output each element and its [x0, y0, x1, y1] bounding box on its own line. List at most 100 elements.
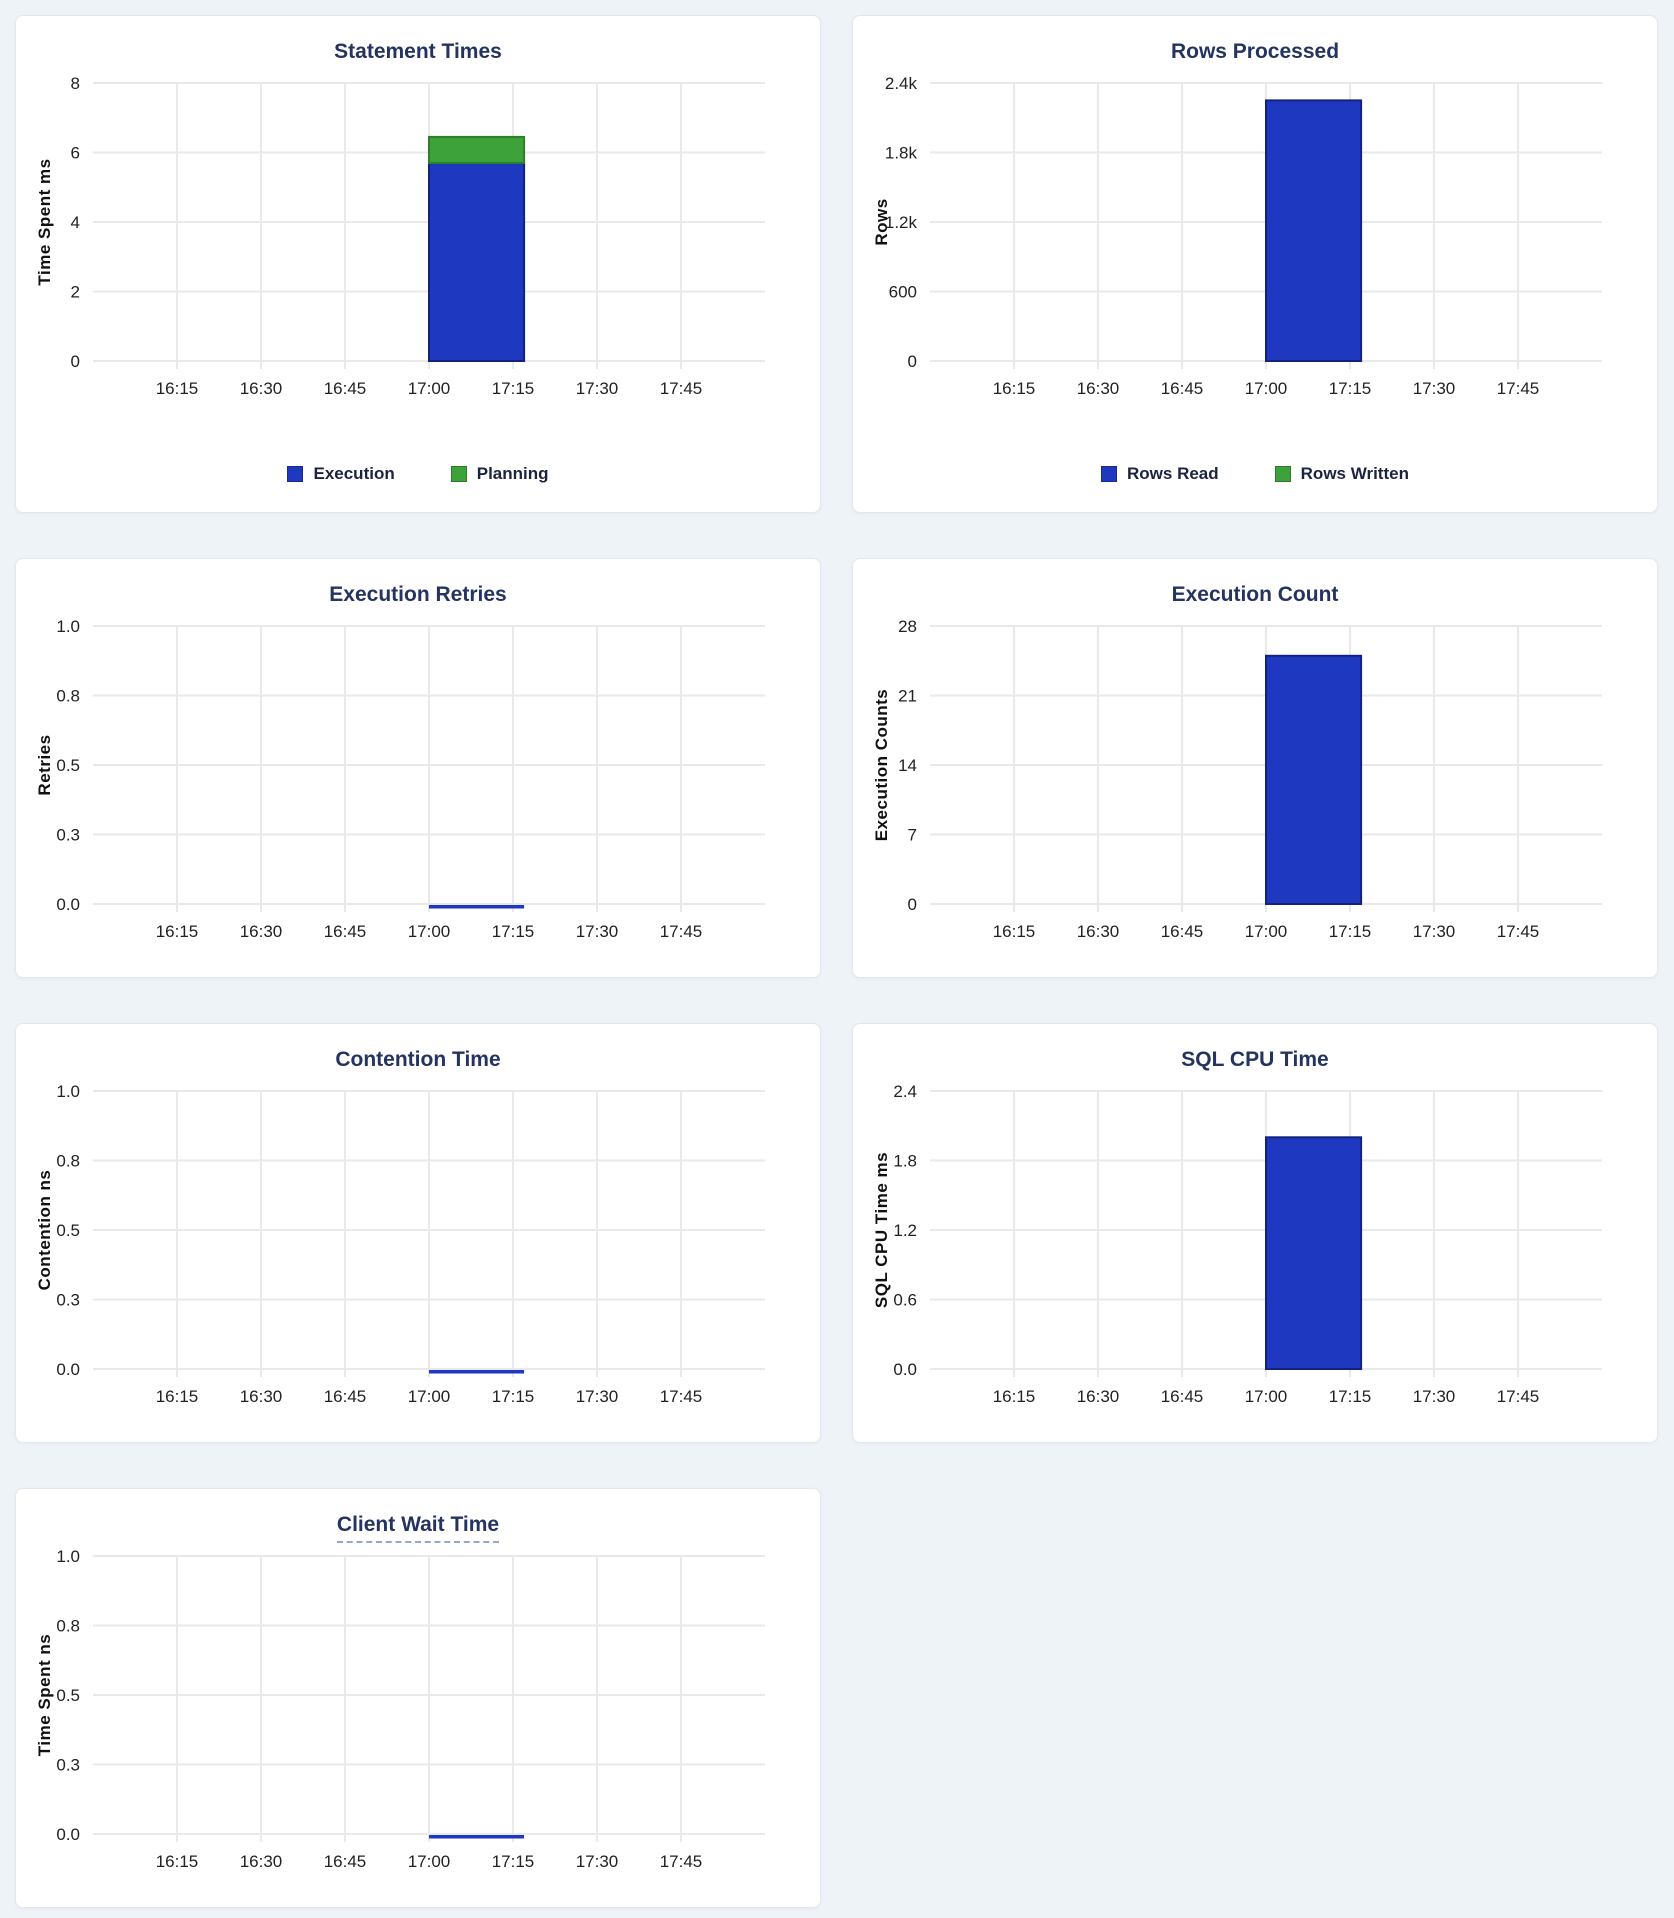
- x-tick-label: 17:30: [1413, 379, 1456, 398]
- x-tick-label: 17:30: [1413, 922, 1456, 941]
- zero-value-line-retries: [429, 905, 525, 909]
- chart-title-contention-time: Contention Time: [16, 1024, 820, 1078]
- x-tick-label: 16:30: [1077, 922, 1120, 941]
- bar-sql-cpu-time: [1265, 1136, 1363, 1370]
- y-tick-label: 1.0: [56, 617, 80, 636]
- x-tick-label: 16:45: [324, 379, 367, 398]
- x-tick-label: 17:00: [408, 1852, 451, 1871]
- client-wait-time-chart[interactable]: 16:15 16:30 16:45 17:00 17:15 17:30 17:45 0.0 0.…: [16, 1489, 822, 1889]
- zero-value-line-client-wait: [429, 1835, 525, 1839]
- x-tick-label: 17:30: [1413, 1387, 1456, 1406]
- y-tick-label: 0.8: [56, 687, 80, 706]
- rows-processed-chart[interactable]: 16:15 16:30 16:45 17:00 17:15 17:30 17:45 0 600 1…: [853, 16, 1659, 416]
- x-tick-label: 16:15: [993, 922, 1036, 941]
- y-tick-label: 0.3: [56, 1291, 80, 1310]
- x-tick-label: 17:00: [408, 1387, 451, 1406]
- x-tick-label: 17:45: [1497, 1387, 1540, 1406]
- y-tick-label: 21: [898, 687, 917, 706]
- chart-title-text: Rows Processed: [1170, 40, 1340, 63]
- x-tick-label: 16:45: [324, 1387, 367, 1406]
- y-tick-label: 2: [71, 283, 80, 302]
- x-tick-label: 17:15: [492, 379, 535, 398]
- y-tick-label: 2.4: [893, 1082, 917, 1101]
- chart-title-text-with-tooltip[interactable]: Client Wait Time: [336, 1513, 500, 1543]
- y-tick-label: 14: [898, 756, 917, 775]
- bar-execution: [428, 161, 526, 362]
- y-axis-label: Rows: [872, 198, 891, 245]
- x-tick-label: 17:30: [576, 922, 619, 941]
- y-tick-label: 0.0: [56, 1360, 80, 1379]
- x-tick-label: 16:15: [993, 1387, 1036, 1406]
- x-tick-label: 16:30: [240, 1387, 283, 1406]
- legend-item-rows-read: Rows Read: [1101, 464, 1219, 484]
- y-tick-label: 1.2k: [885, 213, 918, 232]
- legend-label: Rows Read: [1127, 464, 1219, 483]
- x-tick-label: 16:30: [1077, 379, 1120, 398]
- chart-card-execution-retries: Execution Retries 16:15 16:30 16:45 17:00 17…: [15, 558, 821, 978]
- y-tick-label: 0.0: [56, 895, 80, 914]
- y-tick-label: 28: [898, 617, 917, 636]
- bar-rows-read: [1265, 99, 1363, 363]
- sql-cpu-time-chart[interactable]: 16:15 16:30 16:45 17:00 17:15 17:30 17:45 0.0 0.…: [853, 1024, 1659, 1424]
- x-tick-label: 17:45: [1497, 379, 1540, 398]
- chart-title-execution-count: Execution Count: [853, 559, 1657, 613]
- chart-card-statement-times: Statement Times 16:15 16:30 16:45 17:00 17:1…: [15, 15, 821, 513]
- x-tick-label: 16:45: [324, 922, 367, 941]
- x-tick-label: 17:30: [576, 1852, 619, 1871]
- execution-swatch-icon: [287, 466, 304, 482]
- x-tick-label: 17:00: [408, 379, 451, 398]
- y-tick-label: 600: [889, 283, 917, 302]
- x-tick-label: 17:15: [1329, 1387, 1372, 1406]
- legend-label: Rows Written: [1300, 464, 1409, 483]
- y-tick-label: 0: [71, 352, 80, 371]
- y-tick-label: 1.2: [893, 1221, 917, 1240]
- x-tick-label: 16:30: [240, 1852, 283, 1871]
- legend-item-execution: Execution: [287, 464, 395, 484]
- chart-title-text: Execution Retries: [329, 583, 507, 606]
- x-tick-label: 16:15: [993, 379, 1036, 398]
- y-tick-label: 6: [71, 144, 80, 163]
- x-tick-label: 16:45: [1161, 1387, 1204, 1406]
- x-tick-label: 16:15: [156, 1387, 199, 1406]
- zero-value-line-contention: [429, 1370, 525, 1374]
- planning-swatch-icon: [450, 466, 467, 482]
- y-tick-label: 0: [908, 895, 917, 914]
- y-axis-label: SQL CPU Time ms: [872, 1152, 891, 1308]
- rows-written-swatch-icon: [1274, 466, 1291, 482]
- y-tick-label: 0.5: [56, 1221, 80, 1240]
- x-tick-label: 17:45: [660, 922, 703, 941]
- execution-count-chart[interactable]: 16:15 16:30 16:45 17:00 17:15 17:30 17:45 0 7 14 2…: [853, 559, 1659, 959]
- x-tick-label: 17:00: [1245, 379, 1288, 398]
- statement-times-chart[interactable]: 16:15 16:30 16:45 17:00 17:15 17:30 17:45 0 2 4 6 8…: [16, 16, 822, 416]
- x-tick-label: 17:00: [1245, 922, 1288, 941]
- chart-legend: Rows Read Rows Written: [853, 464, 1657, 484]
- y-tick-label: 1.8: [893, 1152, 917, 1171]
- y-tick-label: 1.8k: [885, 144, 918, 163]
- bar-execution-count: [1265, 654, 1363, 905]
- chart-card-client-wait-time: Client Wait Time 16:15 16:30 16:45 17:00 17:…: [15, 1488, 821, 1908]
- x-tick-label: 17:15: [1329, 379, 1372, 398]
- chart-card-rows-processed: Rows Processed 16:15 16:30 16:45 17:00 17:15…: [852, 15, 1658, 513]
- y-tick-label: 8: [71, 74, 80, 93]
- chart-title-text: SQL CPU Time: [1181, 1048, 1329, 1071]
- y-axis-label: Time Spent ns: [35, 1634, 54, 1756]
- y-tick-label: 0.5: [56, 1686, 80, 1705]
- y-tick-label: 0.6: [893, 1291, 917, 1310]
- contention-time-chart[interactable]: 16:15 16:30 16:45 17:00 17:15 17:30 17:45 0.0 0.…: [16, 1024, 822, 1424]
- y-tick-label: 0.5: [56, 756, 80, 775]
- x-tick-label: 17:15: [492, 1387, 535, 1406]
- bar-planning: [428, 135, 526, 165]
- execution-retries-chart[interactable]: 16:15 16:30 16:45 17:00 17:15 17:30 17:45 0.0 0.…: [16, 559, 822, 959]
- x-tick-label: 17:45: [660, 1852, 703, 1871]
- x-tick-label: 17:30: [576, 379, 619, 398]
- y-axis-label: Execution Counts: [872, 689, 891, 842]
- y-tick-label: 7: [908, 826, 917, 845]
- y-tick-label: 0.8: [56, 1152, 80, 1171]
- chart-title-text: Execution Count: [1171, 583, 1339, 606]
- x-tick-label: 17:15: [492, 922, 535, 941]
- y-axis-label: Retries: [35, 734, 54, 795]
- y-tick-label: 2.4k: [885, 74, 918, 93]
- x-tick-label: 17:00: [408, 922, 451, 941]
- x-tick-label: 16:30: [1077, 1387, 1120, 1406]
